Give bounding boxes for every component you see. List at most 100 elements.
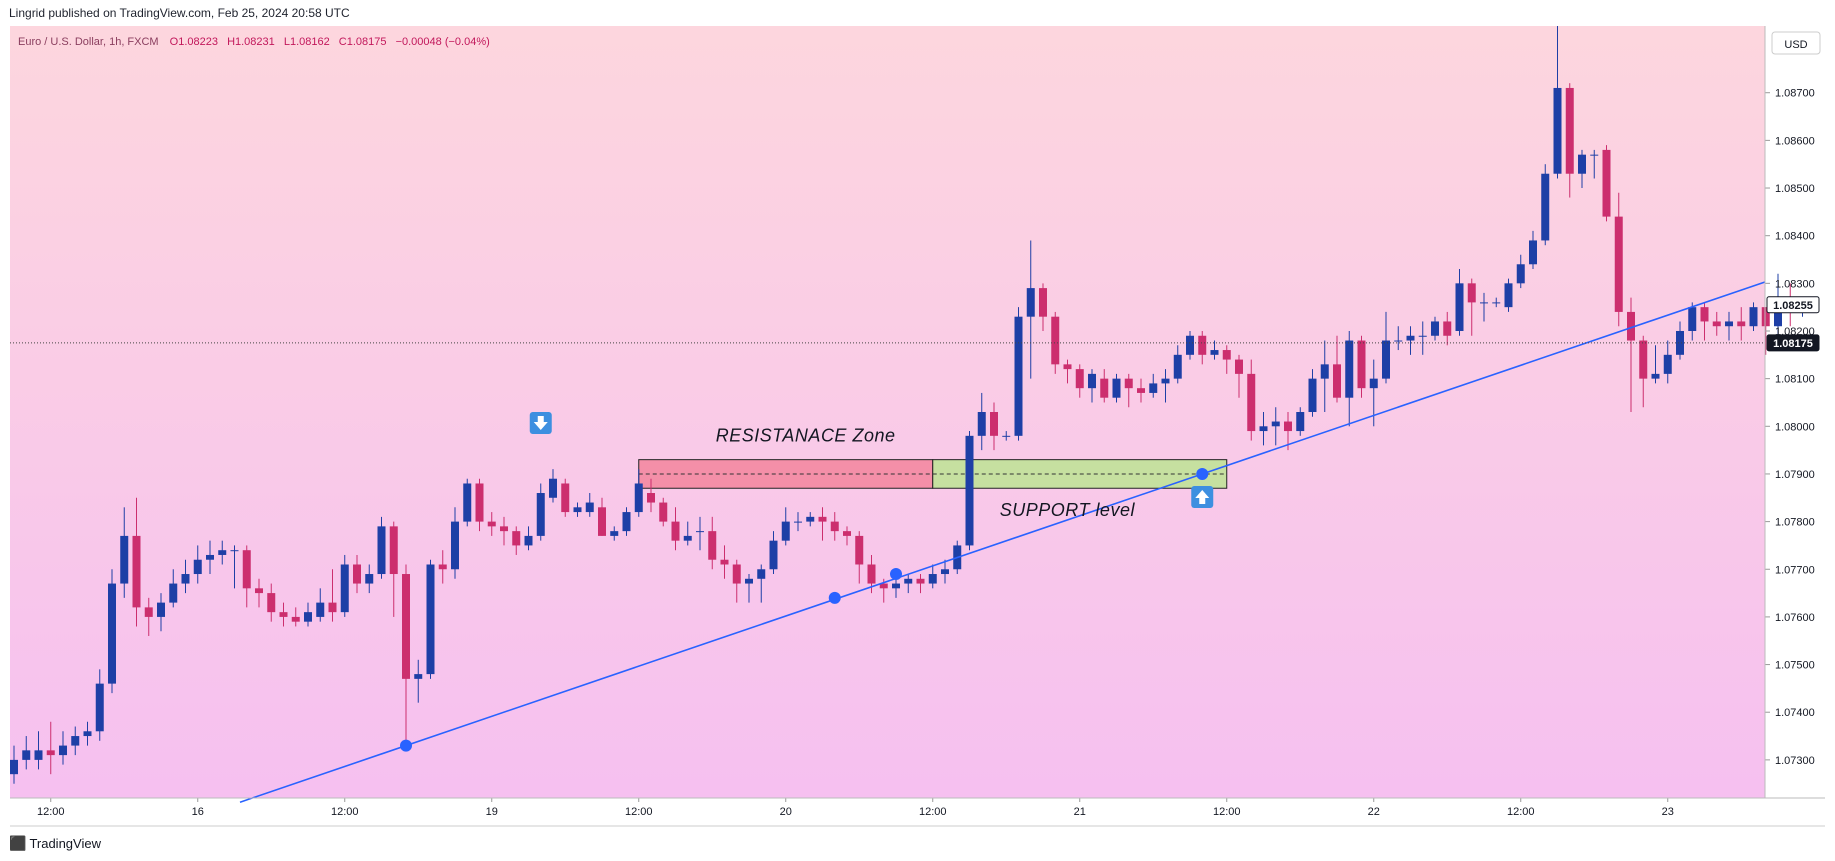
candle[interactable]	[512, 526, 521, 555]
currency-box[interactable]	[1771, 31, 1821, 55]
candle[interactable]	[71, 726, 80, 756]
candle[interactable]	[463, 478, 472, 527]
candle[interactable]	[1051, 311, 1060, 374]
candle[interactable]	[843, 526, 851, 546]
candle[interactable]	[830, 512, 839, 541]
candle[interactable]	[1210, 340, 1219, 360]
candle[interactable]	[1541, 164, 1550, 246]
candle[interactable]	[671, 507, 680, 551]
candle[interactable]	[622, 507, 631, 536]
candle[interactable]	[1712, 311, 1721, 336]
candle[interactable]	[1516, 254, 1525, 289]
candle[interactable]	[267, 583, 276, 622]
candle[interactable]	[279, 602, 288, 627]
candle[interactable]	[1504, 278, 1513, 312]
trendline-anchor-point[interactable]	[1196, 467, 1209, 480]
candle[interactable]	[132, 497, 141, 627]
candle[interactable]	[1431, 316, 1439, 341]
candle[interactable]	[1186, 330, 1194, 360]
candle[interactable]	[1639, 335, 1648, 408]
candle[interactable]	[316, 588, 325, 622]
candle[interactable]	[1737, 307, 1746, 341]
candle[interactable]	[218, 540, 227, 565]
candle[interactable]	[1259, 412, 1268, 446]
candle[interactable]	[647, 478, 655, 513]
candle[interactable]	[634, 469, 643, 517]
candle[interactable]	[1651, 345, 1660, 384]
candle[interactable]	[500, 516, 508, 546]
candle[interactable]	[977, 392, 986, 451]
candle[interactable]	[794, 512, 802, 532]
candle[interactable]	[1149, 373, 1158, 398]
candle[interactable]	[389, 521, 398, 617]
candle[interactable]	[855, 531, 864, 584]
candle[interactable]	[1235, 354, 1243, 398]
tradingview-brand[interactable]: ⬛ TradingView	[9, 835, 101, 852]
candle[interactable]	[1100, 369, 1109, 403]
candle[interactable]	[941, 559, 949, 584]
candle[interactable]	[1357, 335, 1366, 398]
candle[interactable]	[1075, 364, 1084, 398]
candle[interactable]	[1161, 369, 1170, 403]
candle[interactable]	[1700, 302, 1709, 341]
candle[interactable]	[144, 597, 153, 636]
candle[interactable]	[1112, 373, 1121, 403]
candle[interactable]	[1467, 278, 1476, 336]
candle[interactable]	[659, 497, 668, 527]
candle[interactable]	[157, 593, 165, 632]
candle[interactable]	[904, 574, 913, 594]
candle[interactable]	[108, 569, 116, 694]
candle[interactable]	[46, 721, 55, 775]
candle[interactable]	[242, 545, 251, 608]
candle[interactable]	[806, 512, 815, 527]
candle[interactable]	[328, 569, 337, 622]
candle[interactable]	[549, 469, 557, 503]
candle[interactable]	[769, 531, 778, 575]
candle[interactable]	[95, 669, 104, 741]
candle[interactable]	[377, 516, 386, 579]
candle[interactable]	[487, 512, 496, 536]
candle[interactable]	[696, 516, 704, 551]
candle[interactable]	[1725, 311, 1733, 341]
candle[interactable]	[451, 507, 459, 579]
candle[interactable]	[916, 574, 925, 594]
candle[interactable]	[230, 545, 239, 589]
candle[interactable]	[22, 736, 31, 770]
candle[interactable]	[965, 431, 974, 551]
candle[interactable]	[353, 554, 361, 594]
candle[interactable]	[818, 507, 827, 541]
candle[interactable]	[1333, 335, 1341, 403]
candle[interactable]	[291, 607, 300, 627]
candle[interactable]	[1590, 149, 1599, 179]
candle[interactable]	[1529, 230, 1537, 270]
candle[interactable]	[255, 578, 263, 608]
candle[interactable]	[83, 721, 92, 746]
candle[interactable]	[402, 564, 410, 746]
candle[interactable]	[757, 564, 766, 603]
candle[interactable]	[1627, 297, 1635, 412]
candle[interactable]	[340, 554, 349, 617]
trendline-anchor-point[interactable]	[828, 591, 841, 604]
candle[interactable]	[1455, 269, 1464, 336]
candle[interactable]	[720, 545, 729, 579]
candle[interactable]	[475, 478, 484, 532]
candle[interactable]	[1480, 292, 1488, 322]
candle[interactable]	[1137, 378, 1145, 403]
candle[interactable]	[598, 497, 606, 536]
candle[interactable]	[745, 574, 753, 603]
candle[interactable]	[683, 521, 692, 546]
candle[interactable]	[892, 578, 900, 598]
candle[interactable]	[610, 526, 619, 541]
candle[interactable]	[1492, 297, 1501, 308]
candle[interactable]	[1443, 311, 1452, 346]
candle[interactable]	[1578, 149, 1586, 189]
candle[interactable]	[10, 745, 18, 784]
candle[interactable]	[928, 564, 937, 589]
candle[interactable]	[1406, 326, 1415, 355]
candle[interactable]	[781, 507, 790, 546]
candle[interactable]	[1553, 26, 1562, 179]
candle[interactable]	[585, 493, 594, 517]
trendline[interactable]	[239, 281, 1766, 803]
candle[interactable]	[1418, 321, 1427, 355]
candle[interactable]	[1063, 359, 1072, 384]
